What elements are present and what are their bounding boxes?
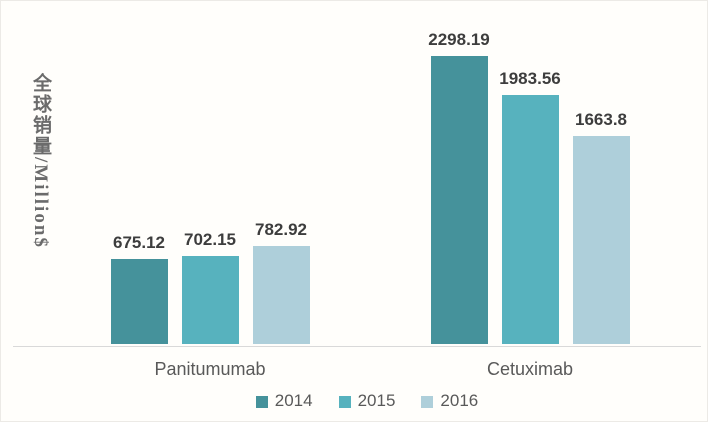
legend-item-2015: 2015 bbox=[338, 391, 396, 411]
category-label-panitumumab: Panitumumab bbox=[154, 359, 266, 379]
value-label-cetuximab-2015: 1983.56 bbox=[499, 69, 561, 89]
value-label-panitumumab-2014: 675.12 bbox=[113, 233, 165, 253]
legend-item-2016: 2016 bbox=[421, 391, 478, 411]
legend: 2014 2015 2016 bbox=[1, 391, 707, 411]
value-label-cetuximab-2016: 1663.8 bbox=[575, 109, 627, 129]
legend-swatch-2014 bbox=[255, 395, 268, 408]
legend-swatch-2016 bbox=[421, 395, 434, 408]
value-label-panitumumab-2015: 702.15 bbox=[184, 230, 236, 250]
bar-cetuximab-2015 bbox=[501, 95, 559, 344]
bar-cetuximab-2016 bbox=[572, 135, 630, 344]
legend-label-2016: 2016 bbox=[440, 391, 479, 410]
y-axis-title: 全球销量/Million$ bbox=[30, 73, 51, 249]
value-label-panitumumab-2016: 782.92 bbox=[255, 219, 307, 239]
bar-panitumumab-2015 bbox=[181, 256, 239, 344]
bar-cetuximab-2014 bbox=[430, 56, 488, 344]
x-axis-line bbox=[13, 346, 701, 347]
legend-item-2014: 2014 bbox=[255, 391, 313, 411]
category-label-cetuximab: Cetuximab bbox=[486, 359, 574, 379]
bar-panitumumab-2016 bbox=[252, 245, 310, 344]
value-label-cetuximab-2014: 2298.19 bbox=[428, 30, 490, 49]
legend-label-2015: 2015 bbox=[357, 391, 396, 410]
legend-swatch-2015 bbox=[338, 395, 351, 408]
bar-panitumumab-2014 bbox=[110, 259, 168, 344]
legend-label-2014: 2014 bbox=[274, 391, 313, 410]
